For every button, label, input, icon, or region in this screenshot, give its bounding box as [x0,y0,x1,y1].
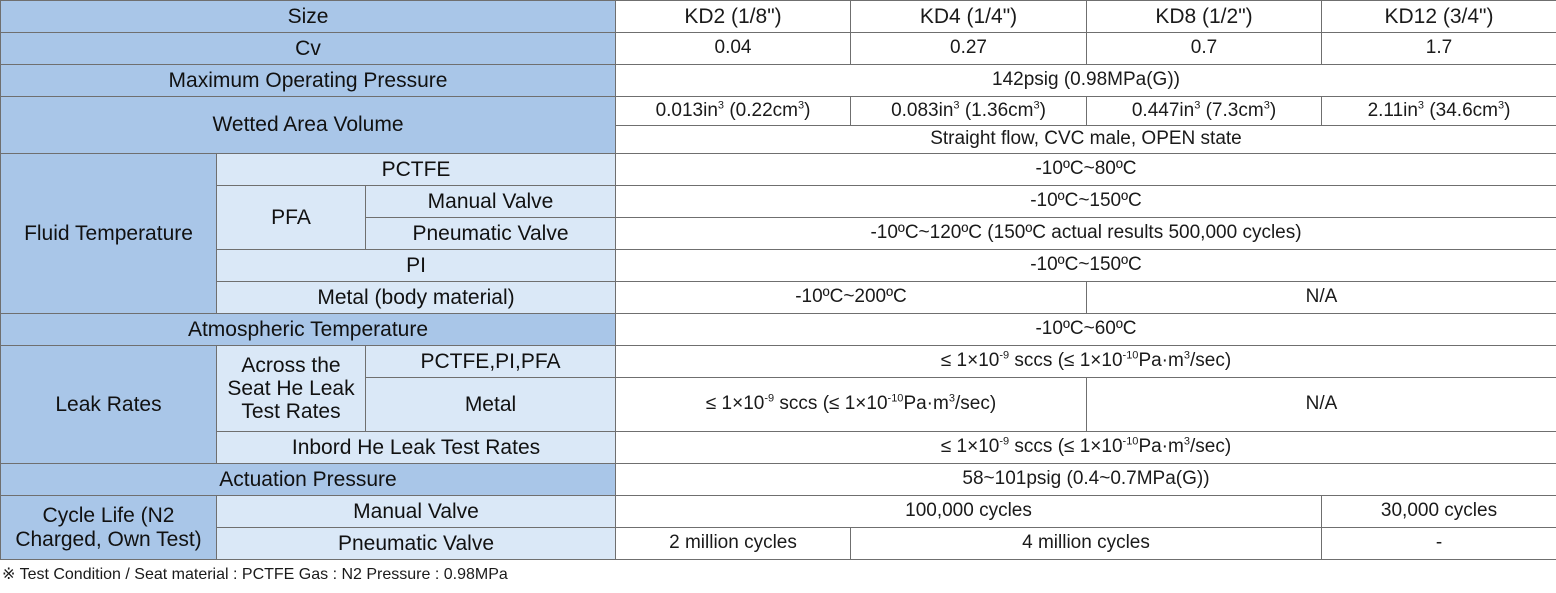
fluid-metal-na: N/A [1087,282,1556,314]
leak-inbord-label: Inbord He Leak Test Rates [217,432,616,464]
cv-kd8: 0.7 [1087,33,1322,65]
cycle-manual-row: Cycle Life (N2 Charged, Own Test) Manual… [1,496,1556,528]
cv-row: Cv 0.04 0.27 0.7 1.7 [1,33,1556,65]
fluid-pi-label: PI [217,250,616,282]
fluid-pfa-label: PFA [217,186,366,250]
leak-seat-label: Across the Seat He Leak Test Rates [217,346,366,432]
fluid-pctfe-value: -10ºC~80ºC [616,154,1556,186]
cycle-pneumatic-label: Pneumatic Valve [217,528,616,560]
model-kd2: KD2 (1/8") [616,1,851,33]
fluid-metal-row: Metal (body material) -10ºC~200ºC N/A [1,282,1556,314]
actuation-value: 58~101psig (0.4~0.7MPa(G)) [616,464,1556,496]
atmospheric-label: Atmospheric Temperature [1,314,616,346]
atmospheric-row: Atmospheric Temperature -10ºC~60ºC [1,314,1556,346]
footnote: ※ Test Condition / Seat material : PCTFE… [2,564,508,584]
fluid-pfa-manual-value: -10ºC~150ºC [616,186,1556,218]
actuation-row: Actuation Pressure 58~101psig (0.4~0.7MP… [1,464,1556,496]
size-row: Size KD2 (1/8") KD4 (1/4") KD8 (1/2") KD… [1,1,1556,33]
leak-metal-na: N/A [1087,378,1556,432]
spec-table: Size KD2 (1/8") KD4 (1/4") KD8 (1/2") KD… [0,0,1556,560]
fluid-pi-row: PI -10ºC~150ºC [1,250,1556,282]
fluid-temp-label: Fluid Temperature [1,154,217,314]
atmospheric-value: -10ºC~60ºC [616,314,1556,346]
wetted-kd2: 0.013in3 (0.22cm3) [616,97,851,126]
cv-kd4: 0.27 [851,33,1087,65]
model-kd8: KD8 (1/2") [1087,1,1322,33]
wetted-kd4: 0.083in3 (1.36cm3) [851,97,1087,126]
leak-resin-value: ≤ 1×10-9 sccs (≤ 1×10-10Pa·m3/sec) [616,346,1556,378]
wetted-label: Wetted Area Volume [1,97,616,154]
fluid-pfa-pneumatic-value: -10ºC~120ºC (150ºC actual results 500,00… [616,218,1556,250]
fluid-pfa-manual-label: Manual Valve [366,186,616,218]
cycle-life-label: Cycle Life (N2 Charged, Own Test) [1,496,217,560]
cycle-pneumatic-kd4-kd8: 4 million cycles [851,528,1322,560]
max-pressure-row: Maximum Operating Pressure 142psig (0.98… [1,65,1556,97]
leak-inbord-value: ≤ 1×10-9 sccs (≤ 1×10-10Pa·m3/sec) [616,432,1556,464]
fluid-metal-label: Metal (body material) [217,282,616,314]
leak-inbord-row: Inbord He Leak Test Rates ≤ 1×10-9 sccs … [1,432,1556,464]
wetted-note: Straight flow, CVC male, OPEN state [616,126,1556,154]
cycle-pneumatic-kd2: 2 million cycles [616,528,851,560]
cycle-pneumatic-row: Pneumatic Valve 2 million cycles 4 milli… [1,528,1556,560]
wetted-kd12: 2.11in3 (34.6cm3) [1322,97,1556,126]
actuation-label: Actuation Pressure [1,464,616,496]
cv-kd2: 0.04 [616,33,851,65]
leak-rates-label: Leak Rates [1,346,217,464]
size-label: Size [1,1,616,33]
cv-label: Cv [1,33,616,65]
wetted-row: Wetted Area Volume 0.013in3 (0.22cm3) 0.… [1,97,1556,126]
cycle-pneumatic-kd12: - [1322,528,1556,560]
wetted-kd8: 0.447in3 (7.3cm3) [1087,97,1322,126]
fluid-pi-value: -10ºC~150ºC [616,250,1556,282]
fluid-metal-value: -10ºC~200ºC [616,282,1087,314]
leak-resin-row: Leak Rates Across the Seat He Leak Test … [1,346,1556,378]
model-kd12: KD12 (3/4") [1322,1,1556,33]
cycle-manual-value: 100,000 cycles [616,496,1322,528]
leak-resin-label: PCTFE,PI,PFA [366,346,616,378]
cycle-manual-label: Manual Valve [217,496,616,528]
fluid-pctfe-row: Fluid Temperature PCTFE -10ºC~80ºC [1,154,1556,186]
leak-metal-label: Metal [366,378,616,432]
cycle-manual-kd12: 30,000 cycles [1322,496,1556,528]
max-pressure-label: Maximum Operating Pressure [1,65,616,97]
fluid-pfa-pneumatic-label: Pneumatic Valve [366,218,616,250]
fluid-pctfe-label: PCTFE [217,154,616,186]
cv-kd12: 1.7 [1322,33,1556,65]
max-pressure-value: 142psig (0.98MPa(G)) [616,65,1556,97]
fluid-pfa-manual-row: PFA Manual Valve -10ºC~150ºC [1,186,1556,218]
leak-metal-value: ≤ 1×10-9 sccs (≤ 1×10-10Pa·m3/sec) [616,378,1087,432]
model-kd4: KD4 (1/4") [851,1,1087,33]
